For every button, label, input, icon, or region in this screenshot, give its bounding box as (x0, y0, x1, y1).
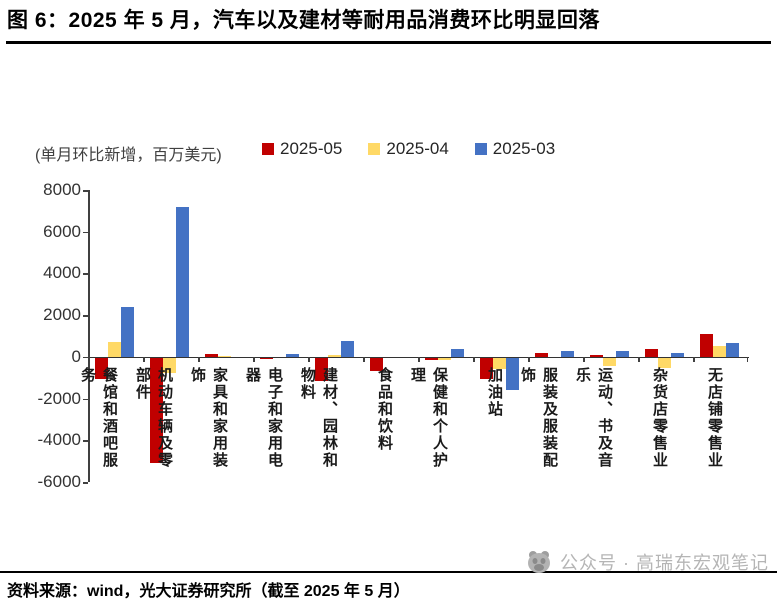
bar-2025-03 (451, 348, 464, 357)
y-tick-mark (83, 398, 88, 401)
watermark: 公众号 · 高瑞东宏观笔记 (525, 549, 769, 575)
x-tick-mark (143, 356, 145, 362)
x-axis-label: 杂货店零售业 (651, 366, 668, 469)
y-tick-label: 0 (71, 346, 81, 366)
x-axis-label: 家具和家用装饰 (189, 366, 228, 469)
footer-divider (0, 571, 777, 573)
bar-2025-03 (286, 353, 299, 357)
x-tick-mark (198, 356, 200, 362)
legend-swatch (262, 143, 274, 155)
bar-2025-05 (370, 358, 383, 371)
y-axis-line (88, 190, 90, 482)
x-tick-mark (363, 356, 365, 362)
x-tick-mark (746, 356, 748, 362)
bar-2025-03 (506, 358, 519, 390)
bar-2025-03 (726, 343, 739, 357)
x-tick-mark (88, 356, 90, 362)
y-tick-label: 4000 (43, 263, 81, 283)
bar-2025-05 (260, 358, 273, 360)
x-axis-label: 保健和个人护理 (409, 366, 448, 469)
figure-title: 图 6：2025 年 5 月，汽车以及建材等耐用品消费环比明显回落 (7, 9, 600, 32)
bar-2025-05 (535, 352, 548, 357)
x-axis-label: 建材、园林和物料 (299, 366, 338, 469)
legend-label: 2025-03 (492, 139, 556, 158)
y-tick-label: 2000 (43, 305, 81, 325)
bar-2025-04 (493, 358, 506, 369)
y-tick-label: -2000 (37, 388, 81, 408)
bar-2025-05 (480, 358, 493, 380)
bar-2025-05 (95, 358, 108, 380)
bar-2025-04 (438, 358, 451, 361)
watermark-text: 公众号 · 高瑞东宏观笔记 (560, 553, 769, 573)
legend-swatch (368, 143, 381, 155)
bar-2025-03 (671, 352, 684, 357)
x-axis-label: 食品和饮料 (376, 366, 393, 452)
y-tick-mark (83, 315, 88, 317)
panda-icon (528, 551, 550, 573)
x-tick-mark (528, 356, 530, 362)
y-tick-mark (83, 440, 88, 442)
unit-label: (单月环比新增，百万美元) (35, 147, 222, 164)
x-tick-mark (473, 356, 475, 362)
bar-2025-04 (163, 358, 176, 373)
y-tick-label: -4000 (37, 430, 81, 450)
legend: 2025-05 2025-04 2025-03 (262, 139, 555, 159)
bar-2025-04 (658, 358, 671, 368)
bar-2025-05 (205, 353, 218, 357)
x-axis-label: 机动车辆及零部件 (134, 366, 173, 469)
source-note: 资料来源：wind，光大证券研究所（截至 2025 年 5 月） (7, 583, 410, 600)
bar-2025-05 (425, 358, 438, 361)
plot-area: 餐馆和酒吧服务 机动车辆及零部件 家具和家用装饰 电子和家用电器 建材、园林和物料 食品和… (79, 190, 749, 484)
y-tick-mark (83, 190, 88, 192)
x-axis-label: 无店铺零售业 (706, 366, 723, 469)
bar-2025-05 (315, 358, 328, 382)
legend-label: 2025-04 (386, 139, 449, 158)
x-tick-mark (418, 356, 420, 362)
y-tick-label: 8000 (43, 180, 81, 199)
bar-2025-05 (150, 358, 163, 463)
bar-2025-03 (176, 206, 189, 357)
legend-item-2025-04: 2025-04 (368, 139, 449, 159)
legend-swatch (474, 143, 487, 155)
legend-item-2025-03: 2025-03 (474, 139, 556, 159)
bar-2025-03 (121, 306, 134, 357)
bar-2025-03 (561, 350, 574, 357)
bar-2025-04 (328, 354, 341, 357)
bar-2025-04 (108, 342, 121, 357)
bar-2025-05 (645, 348, 658, 357)
x-axis-label: 运动、书及音乐 (574, 366, 613, 469)
bar-2025-04 (218, 355, 231, 357)
x-tick-mark (583, 356, 585, 362)
bar-2025-05 (590, 354, 603, 357)
y-tick-label: 6000 (43, 221, 81, 241)
x-tick-mark (308, 356, 310, 362)
y-tick-mark (83, 482, 88, 484)
bar-2025-05 (700, 333, 713, 357)
x-tick-mark (693, 356, 695, 362)
legend-item-2025-05: 2025-05 (262, 139, 342, 159)
y-axis-labels: -6000 -4000 -2000 0 2000 4000 6000 8000 (0, 180, 81, 491)
x-axis-label: 餐馆和酒吧服务 (79, 366, 118, 469)
bar-2025-04 (603, 358, 616, 366)
y-tick-mark (83, 356, 88, 359)
y-tick-mark (83, 231, 88, 234)
title-divider (6, 41, 771, 44)
bar-2025-03 (341, 341, 354, 357)
legend-label: 2025-05 (280, 139, 343, 158)
x-tick-mark (638, 356, 640, 362)
x-tick-mark (253, 356, 255, 362)
bar-2025-03 (616, 350, 629, 357)
y-tick-label: -6000 (37, 472, 81, 491)
bar-2025-04 (713, 346, 726, 357)
y-tick-mark (83, 273, 88, 275)
x-axis-label: 电子和家用电器 (244, 366, 283, 469)
x-axis-label: 服装及服装配饰 (519, 366, 558, 469)
x-axis-label: 加油站 (486, 366, 503, 418)
